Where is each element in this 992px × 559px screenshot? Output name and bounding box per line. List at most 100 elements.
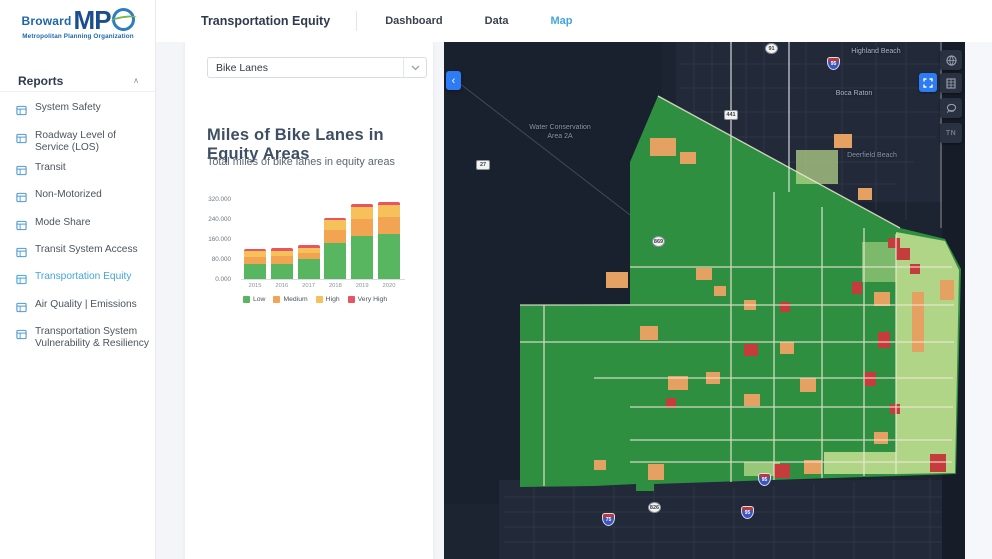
- report-icon: [16, 163, 27, 181]
- page-title: Transportation Equity: [201, 14, 331, 28]
- globe-icon: [111, 8, 135, 31]
- sidebar-item-non-motorized[interactable]: Non-Motorized: [0, 185, 155, 212]
- broward-mpo-logo: Broward MP Metropolitan Planning Organiz…: [8, 5, 148, 60]
- report-icon: [16, 218, 27, 236]
- select-area-button[interactable]: [940, 98, 962, 118]
- right-gutter: [965, 42, 992, 559]
- bar-segment-very-high: [270, 247, 293, 251]
- chart-subtitle: Total miles of bike lanes in equity area…: [207, 156, 395, 168]
- y-tick-label: 240.000: [208, 216, 231, 223]
- chevron-left-icon: ‹: [451, 74, 456, 87]
- bar-segment-very-high: [377, 201, 400, 205]
- sidebar-item-transportation-system-vulnerability-resiliency[interactable]: Transportation System Vulnerability & Re…: [0, 322, 155, 354]
- tab-data[interactable]: Data: [484, 15, 509, 27]
- sidebar: Broward MP Metropolitan Planning Organiz…: [0, 0, 156, 559]
- dropdown-value: Bike Lanes: [216, 61, 268, 74]
- sidebar-item-label: Transit System Access: [35, 244, 138, 256]
- table-icon: [946, 77, 956, 89]
- equity-map[interactable]: Highland Beach Boca Raton Water Conservati…: [444, 42, 965, 559]
- bar-segment-very-high: [324, 217, 347, 221]
- tab-map[interactable]: Map: [550, 15, 573, 27]
- tab-dashboard[interactable]: Dashboard: [385, 15, 443, 27]
- report-icon: [16, 327, 27, 345]
- topbar: Transportation Equity Dashboard Data Map: [156, 0, 992, 42]
- globe-icon: [945, 54, 957, 66]
- chevron-down-icon[interactable]: [403, 58, 426, 77]
- chart-panel: Bike Lanes Miles of Bike Lanes in Equity…: [185, 42, 433, 559]
- sidebar-item-roadway-level-of-service-los[interactable]: Roadway Level of Service (LOS): [0, 125, 155, 157]
- bar-segment-medium: [244, 257, 266, 264]
- bar-segment-low: [377, 233, 400, 279]
- logo-subtitle: Metropolitan Planning Organization: [22, 33, 134, 40]
- sidebar-item-transit-system-access[interactable]: Transit System Access: [0, 240, 155, 267]
- legend-item-high: High: [315, 296, 340, 303]
- sidebar-item-system-safety[interactable]: System Safety: [0, 98, 155, 125]
- x-axis-labels: 2015 2016 2017 2018 2019 2020: [241, 283, 405, 289]
- sidebar-item-label: Air Quality | Emissions: [35, 298, 137, 310]
- sidebar-item-transit[interactable]: Transit: [0, 158, 155, 185]
- x-tick-label: 2018: [328, 283, 342, 289]
- y-tick-label: 80.000: [211, 256, 231, 263]
- route-shield-869: 869: [652, 236, 665, 247]
- chart-legend: Low Medium High Very High: [243, 296, 387, 303]
- sidebar-item-label: Non-Motorized: [35, 189, 102, 201]
- bar-segment-high: [377, 204, 400, 218]
- stacked-bar-2018: [324, 217, 347, 279]
- bar-segment-medium: [297, 252, 320, 260]
- logo-acronym: MP: [73, 5, 112, 35]
- report-icon: [16, 103, 27, 121]
- report-icon: [16, 190, 27, 208]
- sidebar-item-label: Transportation System Vulnerability & Re…: [35, 326, 149, 350]
- bar-segment-high: [270, 250, 293, 257]
- route-shield-441: 441: [724, 110, 738, 120]
- route-shield-826: 826: [648, 502, 661, 513]
- topbar-divider: [356, 11, 358, 31]
- legend-swatch: [347, 296, 355, 303]
- bar-segment-medium: [270, 256, 293, 264]
- x-tick-label: 2016: [275, 283, 289, 289]
- interstate-shield-95: 95: [758, 473, 771, 486]
- report-icon: [16, 300, 27, 318]
- x-tick-label: 2017: [302, 283, 316, 289]
- overflow-button[interactable]: TN: [940, 123, 962, 143]
- basemap-button[interactable]: [940, 50, 962, 70]
- chart-plot: [241, 200, 405, 280]
- sidebar-item-air-quality-emissions[interactable]: Air Quality | Emissions: [0, 295, 155, 322]
- data-table-button[interactable]: [940, 73, 962, 93]
- lasso-icon: [946, 103, 956, 113]
- report-icon: [16, 272, 27, 290]
- map-basemap: [444, 42, 965, 559]
- y-tick-label: 320.000: [208, 196, 231, 203]
- bar-segment-very-high: [351, 203, 374, 207]
- reports-section-header[interactable]: Reports ∧: [0, 70, 155, 92]
- legend-item-very-high: Very High: [347, 296, 388, 303]
- sidebar-item-transportation-equity[interactable]: Transportation Equity: [0, 267, 155, 294]
- bar-segment-low: [351, 235, 374, 279]
- x-tick-label: 2019: [355, 283, 369, 289]
- layer-select-dropdown[interactable]: Bike Lanes: [207, 57, 427, 78]
- content-area: Bike Lanes Miles of Bike Lanes in Equity…: [156, 42, 992, 559]
- interstate-shield-95: 95: [741, 506, 754, 519]
- legend-label: Low: [253, 296, 266, 303]
- chart-title: Miles of Bike Lanes in Equity Areas: [207, 126, 384, 163]
- route-shield-27: 27: [476, 160, 490, 170]
- sidebar-item-label: Transportation Equity: [35, 271, 132, 283]
- bar-segment-high: [244, 251, 266, 257]
- reports-label: Reports: [18, 73, 64, 88]
- bar-segment-low: [324, 242, 347, 279]
- collapse-panel-button[interactable]: ‹: [446, 71, 461, 90]
- bar-segment-high: [351, 206, 374, 220]
- bar-segment-low: [270, 263, 293, 279]
- chevron-up-icon[interactable]: ∧: [133, 76, 139, 85]
- expand-icon: [923, 77, 933, 88]
- route-shield-91: 91: [765, 43, 778, 54]
- stacked-bar-chart: 0.000 80.000 160.000 240.000 320.000 2015 201…: [199, 196, 423, 318]
- stacked-bar-2017: [297, 245, 320, 279]
- stacked-bar-2020: [377, 201, 400, 279]
- fullscreen-button[interactable]: [919, 73, 937, 92]
- sidebar-item-mode-share[interactable]: Mode Share: [0, 213, 155, 240]
- legend-label: Very High: [357, 296, 388, 303]
- sidebar-item-label: Mode Share: [35, 216, 91, 228]
- bar-segment-very-high: [297, 245, 320, 248]
- bar-segment-medium: [324, 229, 347, 243]
